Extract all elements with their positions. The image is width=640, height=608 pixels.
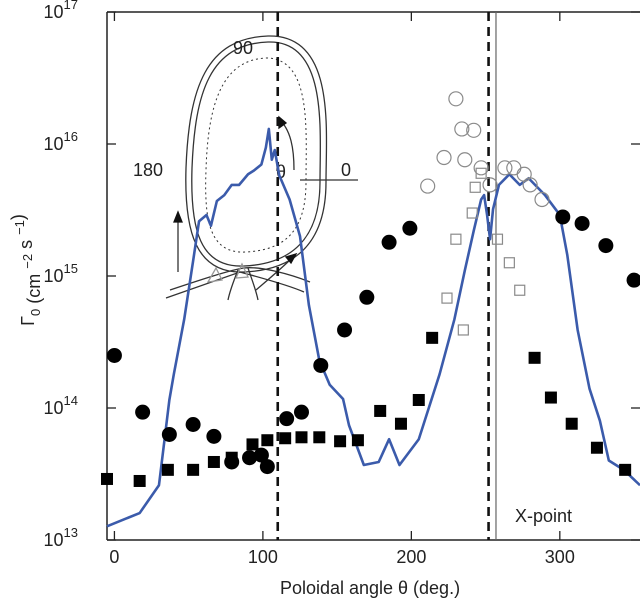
inset-label: 90: [233, 38, 253, 58]
point: [466, 207, 478, 219]
y-axis-label-part: (cm: [24, 269, 44, 309]
point: [450, 233, 462, 245]
point: [412, 393, 425, 406]
point: [482, 177, 498, 193]
y-axis-label: Γ0 (cm −2 s −1): [8, 214, 44, 326]
point: [381, 234, 397, 250]
point: [497, 160, 513, 176]
point: [402, 220, 418, 236]
point: [207, 455, 220, 468]
point: [337, 322, 353, 338]
point: [441, 292, 453, 304]
flux-surface-diagram: [165, 35, 358, 301]
point: [225, 451, 238, 464]
y-tick-label: 1015: [44, 261, 79, 286]
y-axis-label-part: −1: [12, 220, 27, 235]
point: [135, 404, 151, 420]
point: [544, 391, 557, 404]
y-tick-base: 10: [44, 134, 64, 154]
point: [246, 438, 259, 451]
point: [436, 149, 452, 166]
y-tick-label: 1014: [44, 393, 79, 418]
point: [206, 428, 222, 444]
point: [187, 463, 200, 476]
point: [101, 472, 113, 485]
y-tick-base: 10: [44, 2, 64, 22]
x-tick-label: 100: [248, 547, 278, 567]
point: [133, 474, 146, 487]
y-tick-label: 1013: [44, 525, 79, 550]
point: [313, 431, 326, 444]
inset-label: 0: [341, 160, 351, 180]
point: [473, 160, 489, 176]
point: [466, 122, 482, 138]
y-tick-exponent: 15: [64, 261, 78, 276]
point: [503, 257, 515, 269]
point: [394, 417, 407, 430]
point: [491, 233, 504, 245]
point: [295, 431, 308, 444]
point: [242, 450, 258, 466]
point: [359, 289, 375, 305]
x-tick-label: 300: [545, 547, 575, 567]
point: [457, 152, 473, 168]
point: [293, 404, 309, 420]
inset-label: θ: [276, 162, 286, 182]
point: [516, 166, 532, 182]
inset-label: 180: [133, 160, 163, 180]
point: [259, 459, 275, 475]
y-tick-exponent: 16: [64, 129, 78, 144]
y-axis-label-part: ): [8, 214, 28, 220]
point: [626, 272, 640, 288]
y-tick-exponent: 13: [64, 525, 78, 540]
point: [426, 331, 439, 344]
y-tick-base: 10: [44, 398, 64, 418]
y-axis-label-part: 0: [28, 309, 43, 316]
point: [313, 357, 329, 373]
y-tick-label: 1017: [44, 0, 79, 22]
point: [534, 191, 550, 208]
point: [374, 404, 387, 417]
point: [598, 238, 614, 254]
point: [351, 434, 364, 447]
point: [253, 447, 269, 463]
point: [522, 177, 538, 193]
y-tick-base: 10: [44, 530, 64, 550]
point: [574, 215, 590, 231]
point: [555, 209, 571, 225]
point: [454, 121, 470, 137]
point: [590, 441, 603, 454]
y-axis-label-part: s: [16, 235, 36, 254]
y-axis-label-part: Γ: [18, 316, 38, 326]
point: [514, 284, 526, 296]
x-axis-label: Poloidal angle θ (deg.): [280, 578, 460, 598]
point: [279, 432, 292, 445]
point: [565, 417, 578, 430]
data-line: [106, 127, 640, 528]
point: [334, 435, 347, 448]
y-tick-exponent: 14: [64, 393, 78, 408]
y-axis-label-part: −2: [20, 254, 35, 269]
y-tick-label: 1016: [44, 129, 79, 154]
point: [279, 411, 295, 427]
y-tick-base: 10: [44, 266, 64, 286]
point: [619, 463, 632, 476]
point: [161, 426, 177, 442]
point: [106, 347, 122, 363]
x-tick-label: 0: [109, 547, 119, 567]
point: [457, 324, 469, 336]
point: [475, 167, 487, 179]
point: [185, 416, 201, 432]
point: [161, 463, 174, 476]
point: [528, 351, 541, 364]
point: [261, 434, 274, 447]
point: [448, 91, 464, 107]
point: [420, 178, 436, 194]
y-tick-exponent: 17: [64, 0, 78, 12]
point: [506, 160, 522, 176]
xpoint-label: X-point: [515, 506, 572, 526]
point: [469, 181, 481, 193]
x-tick-label: 200: [396, 547, 426, 567]
